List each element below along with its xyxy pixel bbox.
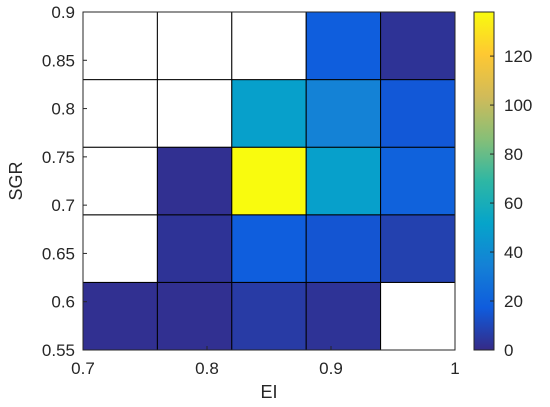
y-tick-label: 0.6	[51, 293, 75, 312]
colorbar: 0 20 40 60 80 100 120	[473, 11, 532, 360]
x-tick-label: 0.7	[71, 359, 95, 378]
colorbar-tick-label: 120	[504, 47, 532, 66]
heatmap-cell	[156, 281, 233, 351]
heatmap-cell	[305, 214, 382, 283]
colorbar-gradient	[473, 11, 495, 351]
y-tick-label: 0.75	[42, 148, 75, 167]
colorbar-tick-label: 20	[504, 292, 523, 311]
colorbar-tick-label: 60	[504, 194, 523, 213]
heatmap-cell	[305, 281, 382, 351]
heatmap-cell	[231, 214, 307, 283]
x-axis-label: EI	[260, 382, 277, 402]
y-tick-label: 0.7	[51, 196, 75, 215]
plot-frame	[82, 11, 456, 351]
heatmap-cell	[156, 214, 233, 283]
colorbar-tick-label: 80	[504, 145, 523, 164]
colorbar-tick-label: 40	[504, 243, 523, 262]
heatmap-cell	[231, 79, 307, 148]
heatmap-cell	[380, 146, 456, 216]
heatmap-cell	[82, 281, 158, 351]
heatmap-cells	[82, 11, 456, 351]
y-tick-label: 0.8	[51, 100, 75, 119]
colorbar-tick-label: 100	[504, 96, 532, 115]
heatmap-cell	[380, 79, 456, 148]
y-tick-label: 0.9	[51, 3, 75, 22]
heatmap-cell	[156, 79, 233, 148]
y-axis-label: SGR	[6, 161, 26, 200]
x-tick-label: 0.8	[195, 359, 219, 378]
y-tick-label: 0.85	[42, 51, 75, 70]
heatmap-cell	[380, 11, 456, 81]
y-axis: 0.55 0.6 0.65 0.7 0.75 0.8 0.85 0.9	[42, 3, 87, 360]
heatmap-cell	[231, 11, 307, 81]
heatmap-cell	[380, 214, 456, 283]
heatmap-cell	[82, 214, 158, 283]
colorbar-tick-label: 0	[504, 341, 513, 360]
heatmap-cell	[82, 146, 158, 216]
y-tick-label: 0.55	[42, 341, 75, 360]
heatmap-cell	[231, 281, 307, 351]
heatmap-cell	[305, 79, 382, 148]
x-tick-label: 0.9	[319, 359, 343, 378]
heatmap-cell	[82, 79, 158, 148]
heatmap-cell	[305, 11, 382, 81]
y-tick-label: 0.65	[42, 244, 75, 263]
x-tick-label: 1	[450, 359, 459, 378]
heatmap-cell	[231, 146, 307, 216]
heatmap-cell	[156, 146, 233, 216]
heatmap-cell	[305, 146, 382, 216]
colorbar-ticks: 0 20 40 60 80 100 120	[490, 47, 532, 360]
heatmap-cell	[82, 11, 158, 81]
heatmap-cell	[380, 281, 456, 351]
heatmap-cell	[156, 11, 233, 81]
x-axis: 0.7 0.8 0.9 1	[71, 346, 460, 378]
